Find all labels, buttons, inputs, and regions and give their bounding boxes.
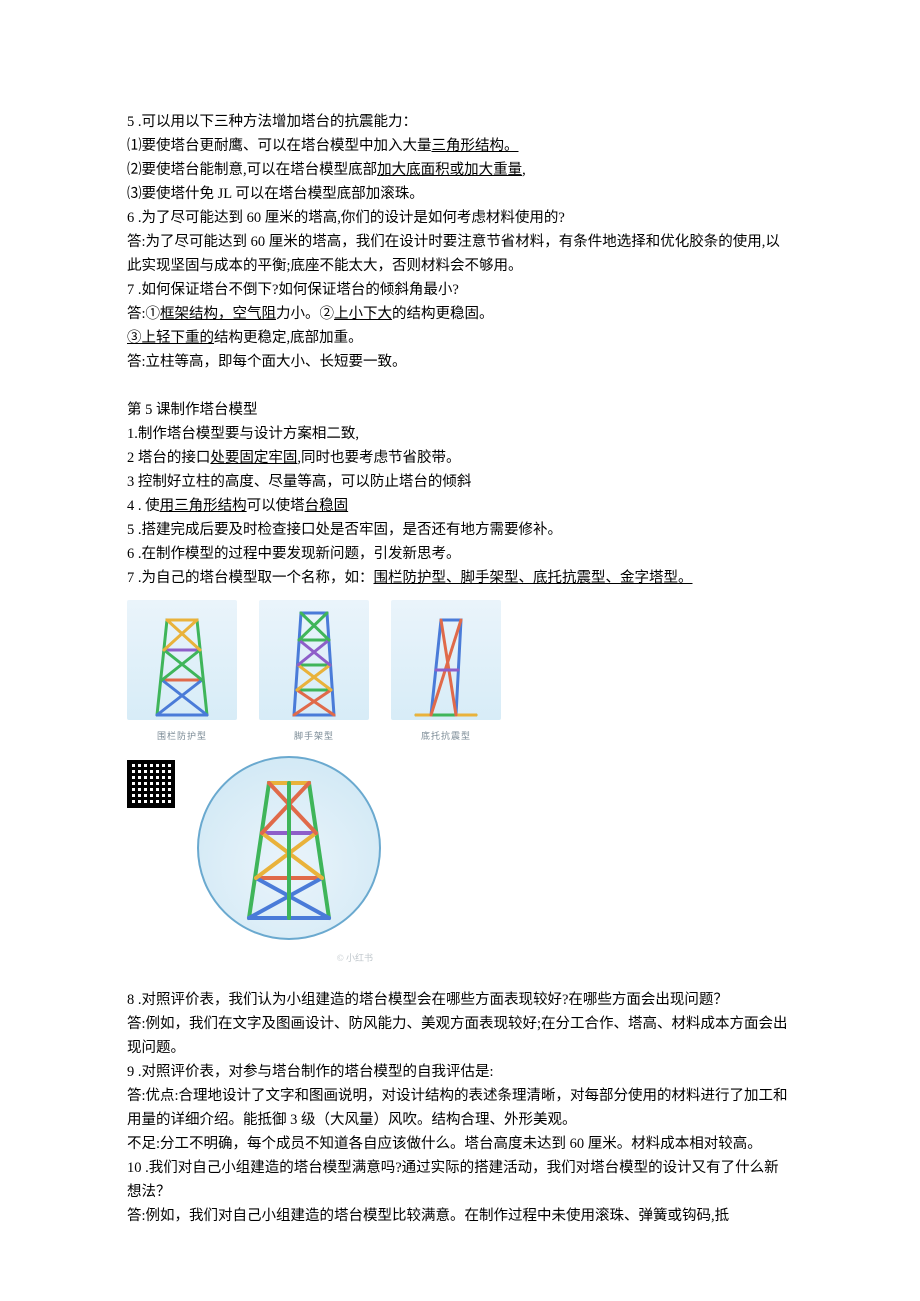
text-fragment: 力小。② (276, 306, 334, 322)
text-line: 答:例如，我们在文字及图画设计、防风能力、美观方面表现较好;在分工合作、塔高、材… (127, 1012, 793, 1060)
text-fragment: 可以使塔 (247, 498, 305, 514)
text-fragment: ⑴要使塔台更耐鹰、可以在塔台模型中加入大量 (127, 138, 432, 154)
section-title: 第 5 课制作塔台模型 (127, 398, 793, 422)
underlined-text: 围栏防护型、脚手架型、底托抗震型、金字塔型。 (374, 570, 693, 586)
text-line: 答:立柱等高，即每个面大小、长短要一致。 (127, 350, 793, 374)
text-fragment: 的结构更稳固。 (392, 306, 494, 322)
qr-code-icon (127, 760, 175, 808)
figure-row: © 小红书 (127, 756, 793, 970)
text-line: 5 .可以用以下三种方法增加塔台的抗震能力： (127, 110, 793, 134)
text-line: 6 .在制作模型的过程中要发现新问题，引发新思考。 (127, 542, 793, 566)
text-line: 答:例如，我们对自己小组建造的塔台模型比较满意。在制作过程中未使用滚珠、弹簧或钩… (127, 1204, 793, 1228)
underlined-text: ③ (127, 330, 142, 346)
underlined-text: 台稳固 (305, 498, 349, 514)
text-line: 5 .搭建完成后要及时检查接口处是否牢固，是否还有地方需要修补。 (127, 518, 793, 542)
text-line: 4 . 使用三角形结构可以使塔台稳固 (127, 494, 793, 518)
tower-icon (224, 768, 354, 928)
watermark-text: © 小红书 (337, 946, 381, 970)
text-line: 8 .对照评价表，我们认为小组建造的塔台模型会在哪些方面表现较好?在哪些方面会出… (127, 988, 793, 1012)
figure-image (259, 600, 369, 720)
figure-image-circled (197, 756, 381, 940)
text-fragment: 答:① (127, 306, 160, 322)
figure-card: 围栏防护型 (127, 600, 237, 748)
underlined-text: 上轻下重的 (142, 330, 215, 346)
figure-image (391, 600, 501, 720)
text-fragment: ⑵要使塔台能制意,可以在塔台模型底部 (127, 162, 377, 178)
document-page: 5 .可以用以下三种方法增加塔台的抗震能力： ⑴要使塔台更耐鹰、可以在塔台模型中… (0, 0, 920, 1288)
text-line: 7 .如何保证塔台不倒下?如何保证塔台的倾斜角最小? (127, 278, 793, 302)
text-line: 9 .对照评价表，对参与塔台制作的塔台模型的自我评估是: (127, 1060, 793, 1084)
figure-card: 脚手架型 (259, 600, 369, 748)
text-fragment: 4 . 使 (127, 498, 160, 514)
text-line: ⑵要使塔台能制意,可以在塔台模型底部加大底面积或加大重量, (127, 158, 793, 182)
text-line: 1.制作塔台模型要与设计方案相二致, (127, 422, 793, 446)
text-line: 答:①框架结构，空气阻力小。②上小下大的结构更稳固。 (127, 302, 793, 326)
text-fragment: ,同时也要考虑节省胶带。 (297, 450, 460, 466)
text-line: 不足:分工不明确，每个成员不知道各自应该做什么。塔台高度未达到 60 厘米。材料… (127, 1132, 793, 1156)
underlined-text: 加大底面积或加大重量 (377, 162, 522, 178)
text-line: 6 .为了尽可能达到 60 厘米的塔高,你们的设计是如何考虑材料使用的? (127, 206, 793, 230)
tower-icon (137, 610, 227, 720)
underlined-text: 框架结构，空气阻 (160, 306, 276, 322)
figure-card: © 小红书 (197, 756, 381, 970)
text-line: ③上轻下重的结构更稳定,底部加重。 (127, 326, 793, 350)
figure-gallery: 围栏防护型 脚手架型 (127, 600, 793, 970)
text-fragment: 7 .为自己的塔台模型取一个名称，如： (127, 570, 374, 586)
text-line: 2 塔台的接口处要固定牢固,同时也要考虑节省胶带。 (127, 446, 793, 470)
tower-icon (279, 605, 349, 720)
text-line: 答:为了尽可能达到 60 厘米的塔高，我们在设计时要注意节省材料，有条件地选择和… (127, 230, 793, 278)
text-line: ⑴要使塔台更耐鹰、可以在塔台模型中加入大量三角形结构。 (127, 134, 793, 158)
text-fragment: 结构更稳定,底部加重。 (214, 330, 363, 346)
figure-image (127, 600, 237, 720)
text-line: 7 .为自己的塔台模型取一个名称，如：围栏防护型、脚手架型、底托抗震型、金字塔型… (127, 566, 793, 590)
text-line: 3 控制好立柱的高度、尽量等高，可以防止塔台的倾斜 (127, 470, 793, 494)
text-line: 答:优点:合理地设计了文字和图画说明，对设计结构的表述条理清晰，对每部分使用的材… (127, 1084, 793, 1132)
figure-caption: 底托抗震型 (421, 724, 471, 748)
text-line: 10 .我们对自己小组建造的塔台模型满意吗?通过实际的搭建活动，我们对塔台模型的… (127, 1156, 793, 1204)
figure-caption: 围栏防护型 (157, 724, 207, 748)
tower-icon (406, 610, 486, 720)
underlined-text: 处要固定牢固 (210, 450, 297, 466)
figure-card: 底托抗震型 (391, 600, 501, 748)
underlined-text: 三角形结构。 (432, 138, 519, 154)
text-fragment: , (522, 162, 526, 178)
figure-row: 围栏防护型 脚手架型 (127, 600, 793, 748)
text-fragment: 2 塔台的接口 (127, 450, 210, 466)
underlined-text: 上小下大 (334, 306, 392, 322)
text-line: ⑶要使塔什免 JL 可以在塔台模型底部加滚珠。 (127, 182, 793, 206)
underlined-text: 用三角形结构 (160, 498, 247, 514)
figure-caption: 脚手架型 (294, 724, 334, 748)
